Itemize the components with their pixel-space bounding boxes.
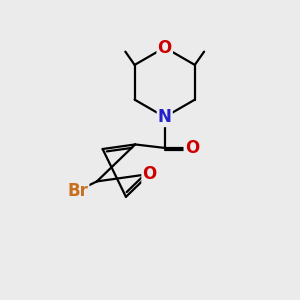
- Text: Br: Br: [68, 182, 88, 200]
- Text: O: O: [158, 38, 172, 56]
- Text: O: O: [142, 165, 157, 183]
- Text: O: O: [185, 139, 199, 157]
- Text: N: N: [158, 108, 172, 126]
